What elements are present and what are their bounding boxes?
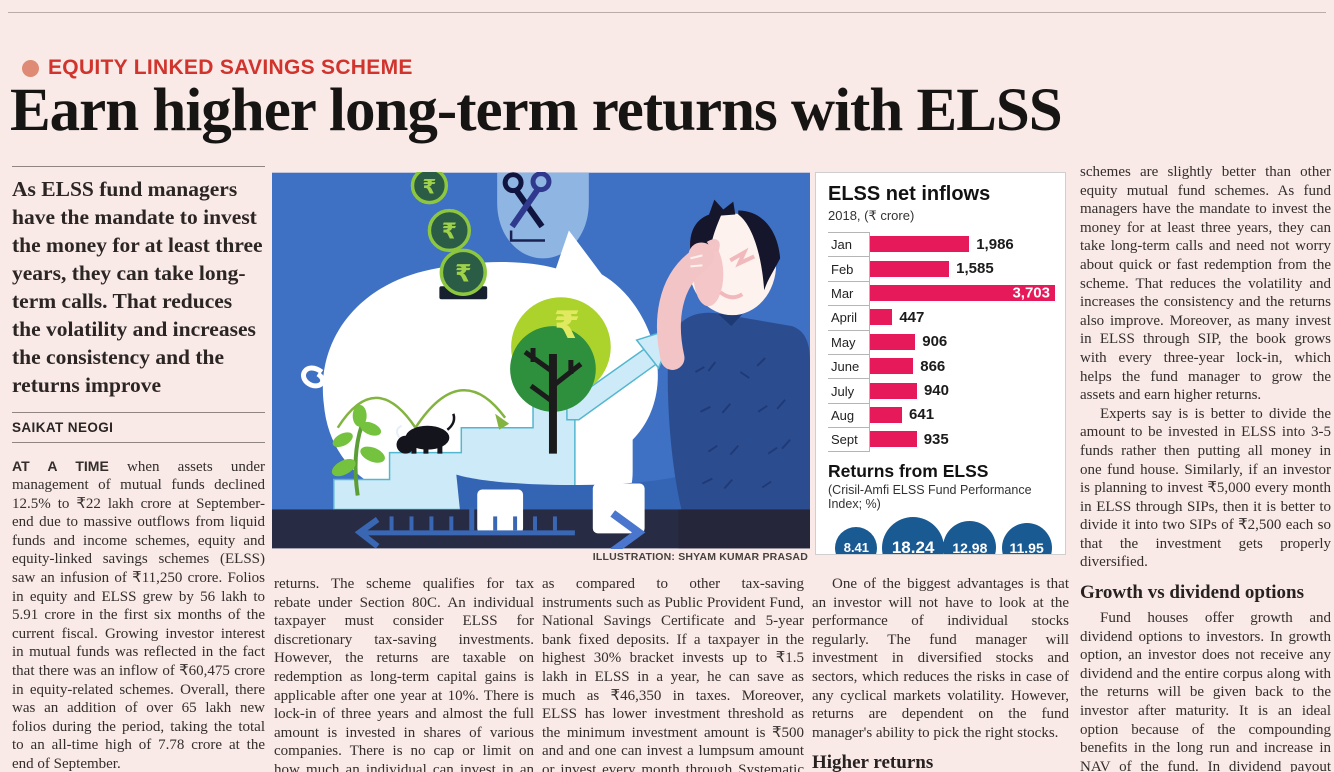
return-bubble: 11.95 [1001,522,1052,554]
paragraph: Experts say is is better to divide the a… [1080,405,1331,571]
bar-value: 940 [923,382,949,400]
scissors-icon [502,172,552,242]
return-bubble-item: 18.245 years [882,516,945,554]
lead-in: AT A TIME [12,457,109,474]
chart-subtitle: 2018, (₹ crore) [828,208,915,223]
bar-category-label: Mar [828,280,870,306]
paragraph: schemes are slightly better than other e… [1080,164,1331,404]
svg-text:₹: ₹ [442,219,457,244]
column-5: schemes are slightly better than other e… [1080,163,1331,772]
paragraph-text: when assets under management of mutual f… [12,458,265,772]
column-2: returns. The scheme qualifies for tax re… [274,575,534,772]
bar-row: Aug 641 [828,402,1055,428]
kicker-label: EQUITY LINKED SAVINGS SCHEME [48,56,413,79]
bar-row: June 866 [828,353,1055,379]
bar-value: 641 [909,406,935,424]
return-bubble-item: 11.9510 years [998,516,1055,554]
rupee-coin-icon: ₹ [439,248,487,296]
bar-category-label: Aug [828,402,870,428]
return-bubble: 18.24 [882,516,945,554]
section-kicker: EQUITY LINKED SAVINGS SCHEME [22,56,413,80]
divider [12,166,265,167]
subhead-higher-returns: Higher returns [812,752,934,772]
bar-category-label: Sept [828,427,870,452]
divider [12,411,265,413]
bar-value: 935 [923,430,949,448]
bar [870,309,893,326]
bar-category-label: Feb [828,256,870,281]
illustration-piggy-bank: ₹ ₹ ₹ [272,172,810,549]
bar: 3,703 [870,284,1055,302]
bar-category-label: June [828,353,870,379]
bar-value: 447 [899,308,925,326]
money-tree: ₹ [510,297,611,454]
headline: Earn higher long-term returns with ELSS [10,77,1063,144]
bar-value: 866 [920,357,946,375]
svg-text:₹: ₹ [422,176,436,199]
return-bubble-item: 8.413 years [828,516,885,554]
bar-row: May 906 [828,329,1055,354]
returns-bubbles: 8.413 years18.245 years12.987 years11.95… [828,516,1055,554]
bar-value: 906 [922,333,948,351]
column-1: As ELSS fund managers have the mandate t… [12,166,265,772]
return-bubble-item: 12.987 years [942,516,999,554]
bar-category-label: July [828,378,870,403]
paragraph: One of the biggest advantages is that an… [812,576,1069,741]
return-bubble: 12.98 [943,521,997,554]
returns-subtitle: (Crisil-Amfi ELSS Fund Performance Index… [828,482,1032,511]
bar [870,358,914,375]
pig-leg [592,483,645,534]
ruler-icon [354,507,646,549]
subhead-growth-vs-dividend: Growth vs dividend options [1080,582,1305,604]
bar [870,431,917,448]
paragraph: Fund houses offer growth and dividend op… [1080,610,1331,772]
rupee-coin-icon: ₹ [410,172,449,205]
illustration-caption: ILLUSTRATION: SHYAM KUMAR PRASAD [592,551,808,563]
paragraph: returns. The scheme qualifies for tax re… [274,576,534,772]
column-3: as compared to other tax-saving instrume… [542,575,804,772]
byline: SAIKAT NEOGI [12,419,114,435]
chart-panel: ELSS net inflows 2018, (₹ crore) Jan 1,98… [815,172,1066,555]
bar [870,260,950,277]
bar-row: Mar 3,703 [828,280,1055,306]
bar [870,333,916,350]
bar [870,236,970,253]
paragraph: as compared to other tax-saving instrume… [542,576,804,772]
bull-icon [396,413,456,454]
top-rule [8,12,1326,13]
bar-category-label: Jan [828,232,870,257]
divider [12,441,265,443]
pig-leg [477,489,524,534]
inflow-rows: Jan 1,986 Feb 1,585 Mar 3,703 April 447 May 906 Ju… [828,232,1055,452]
bar-category-label: May [828,329,870,354]
bar-row: April 447 [828,305,1055,330]
bullet-icon [22,59,39,77]
bar-category-label: April [828,305,870,330]
paragraph: AT A TIME when assets under management o… [12,457,265,772]
svg-text:₹: ₹ [455,259,472,287]
bar-value: 1,585 [956,260,994,278]
bar-row: Sept 935 [828,427,1055,452]
bar-row: July 940 [828,378,1055,403]
bar-value: 3,703 [1012,284,1050,302]
chart-title: ELSS net inflows [828,183,991,205]
rupee-coin-icon: ₹ [427,208,472,253]
returns-title: Returns from ELSS [828,460,989,481]
bar [870,382,917,399]
bar-row: Feb 1,585 [828,256,1055,281]
puzzled-man [656,199,810,549]
column-4: One of the biggest advantages is that an… [812,575,1069,772]
sapling [331,404,385,496]
return-bubble: 8.41 [835,526,878,554]
svg-text:₹: ₹ [554,303,580,347]
bar-value: 1,986 [976,235,1014,253]
standfirst: As ELSS fund managers have the mandate t… [12,177,263,397]
bar-row: Jan 1,986 [828,232,1055,257]
bar [870,406,903,423]
